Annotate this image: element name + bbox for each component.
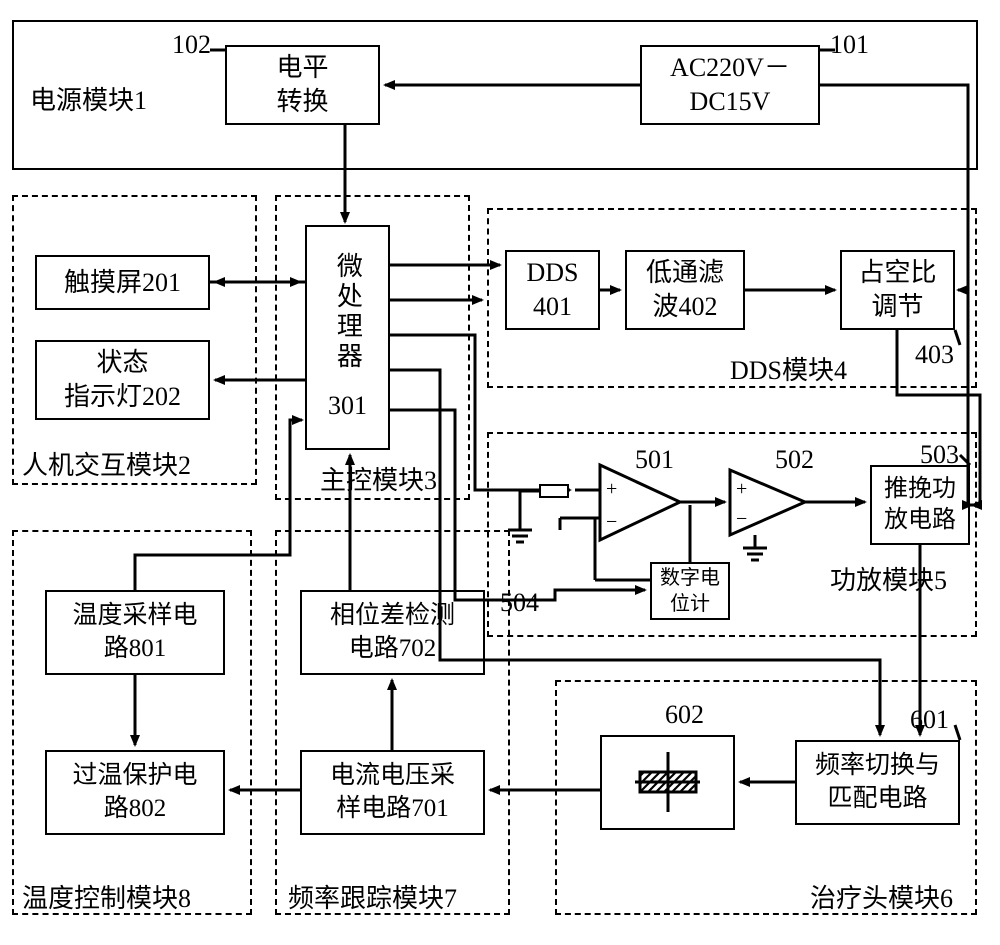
svg-text:+: + (606, 478, 617, 500)
svg-text:−: − (736, 508, 747, 530)
svg-text:+: + (736, 478, 747, 500)
svg-text:−: − (606, 511, 617, 533)
wiring-svg: + − + − (0, 0, 1000, 945)
